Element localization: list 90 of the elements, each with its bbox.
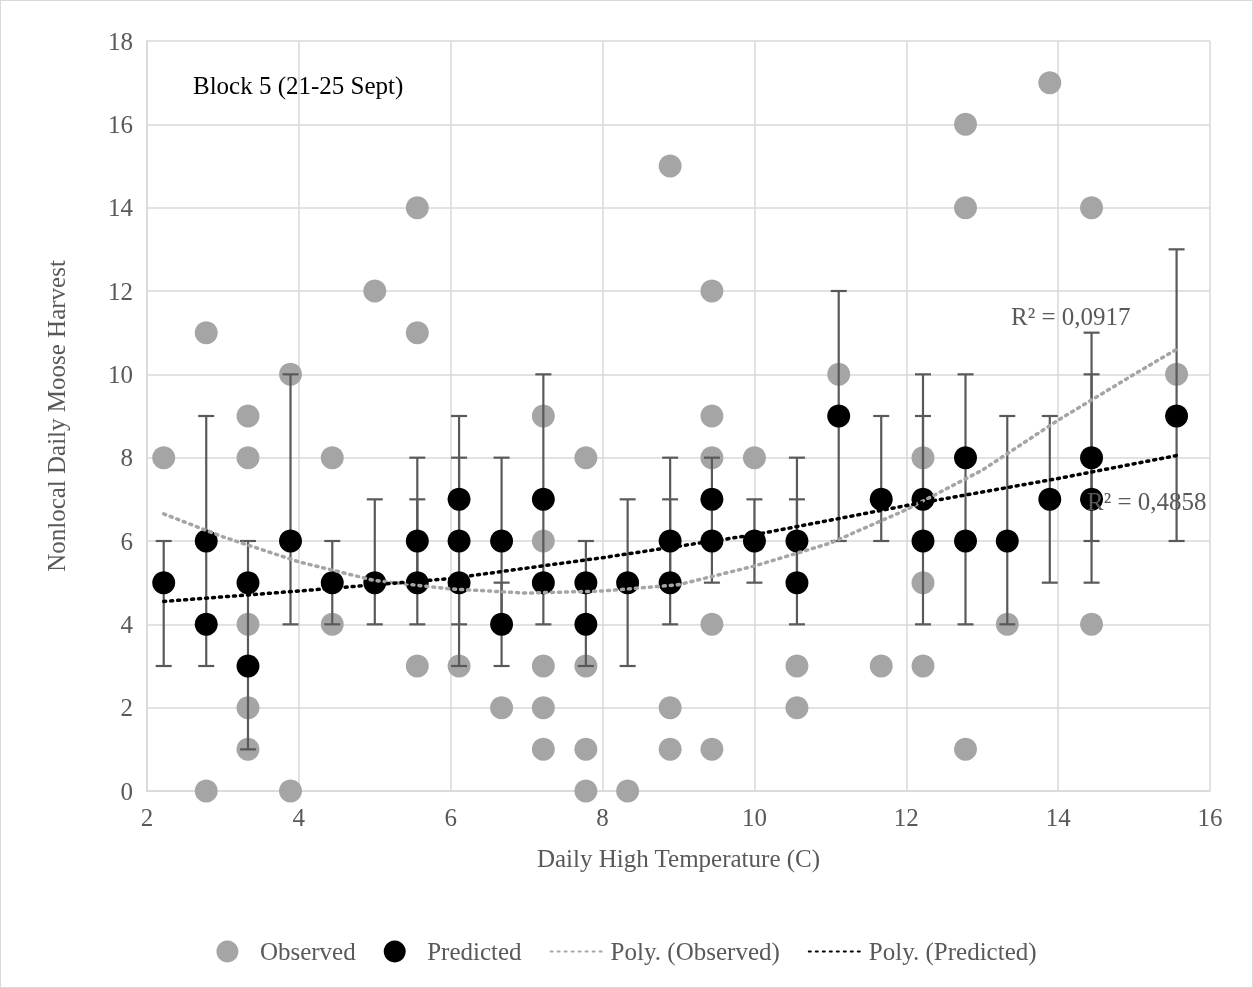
point	[363, 279, 387, 303]
point	[995, 529, 1019, 553]
point	[447, 529, 471, 553]
point	[742, 446, 766, 470]
point	[490, 696, 514, 720]
point	[574, 446, 598, 470]
point	[1038, 71, 1062, 95]
legend-label: Predicted	[427, 938, 523, 965]
point	[194, 779, 218, 803]
point	[531, 654, 555, 678]
y-tick-label: 16	[108, 110, 133, 138]
point	[785, 696, 809, 720]
point	[490, 529, 514, 553]
point	[658, 737, 682, 761]
x-axis-title: Daily High Temperature (C)	[536, 845, 821, 873]
point	[236, 571, 260, 595]
point	[954, 112, 978, 136]
y-tick-label: 0	[120, 777, 133, 805]
point	[1080, 612, 1104, 636]
point	[658, 154, 682, 178]
point	[320, 446, 344, 470]
legend-label: Poly. (Observed)	[610, 938, 780, 966]
x-tick-label: 10	[741, 804, 767, 831]
point	[279, 529, 303, 553]
point	[152, 446, 176, 470]
point	[785, 654, 809, 678]
point	[827, 404, 851, 428]
point	[490, 612, 514, 636]
y-tick-label: 18	[108, 27, 133, 55]
legend-label: Poly. (Predicted)	[868, 938, 1037, 966]
point	[869, 487, 893, 511]
point	[1080, 196, 1104, 220]
point	[405, 529, 429, 553]
annotation: R² = 0,0917	[1011, 303, 1131, 330]
annotation: Block 5 (21-25 Sept)	[193, 72, 404, 100]
point	[700, 737, 724, 761]
point	[954, 529, 978, 553]
point	[574, 612, 598, 636]
point	[954, 446, 978, 470]
point	[531, 571, 555, 595]
point	[574, 571, 598, 595]
y-tick-label: 12	[108, 277, 133, 305]
point	[1165, 404, 1189, 428]
point	[700, 487, 724, 511]
point	[194, 612, 218, 636]
point	[911, 654, 935, 678]
point	[405, 654, 429, 678]
x-tick-label: 12	[893, 804, 919, 831]
x-tick-label: 2	[140, 804, 154, 831]
point	[236, 654, 260, 678]
x-tick-label: 6	[444, 804, 457, 831]
point	[911, 529, 935, 553]
x-tick-label: 14	[1045, 804, 1072, 831]
point	[152, 571, 176, 595]
point	[405, 321, 429, 345]
x-tick-label: 16	[1197, 804, 1223, 831]
point	[236, 404, 260, 428]
point	[1080, 446, 1104, 470]
y-axis-title: Nonlocal Daily Moose Harvest	[43, 260, 70, 572]
point	[236, 446, 260, 470]
y-tick-label: 8	[120, 444, 133, 472]
point	[616, 779, 640, 803]
legend-label: Observed	[259, 938, 357, 965]
point	[194, 321, 218, 345]
point	[785, 571, 809, 595]
x-tick-label: 8	[596, 804, 609, 831]
y-tick-label: 4	[120, 610, 134, 638]
point	[531, 487, 555, 511]
point	[954, 737, 978, 761]
point	[447, 487, 471, 511]
point	[531, 696, 555, 720]
point	[954, 196, 978, 220]
point	[1038, 487, 1062, 511]
point	[279, 779, 303, 803]
y-tick-label: 2	[120, 694, 133, 722]
y-tick-label: 6	[120, 527, 133, 555]
y-tick-label: 14	[108, 194, 134, 222]
point	[785, 529, 809, 553]
point	[194, 529, 218, 553]
point	[700, 279, 724, 303]
point	[869, 654, 893, 678]
point	[658, 696, 682, 720]
point	[700, 404, 724, 428]
y-tick-label: 10	[108, 360, 133, 388]
point	[574, 737, 598, 761]
point	[405, 196, 429, 220]
point	[574, 779, 598, 803]
x-tick-label: 4	[292, 804, 306, 831]
point	[700, 612, 724, 636]
point	[531, 737, 555, 761]
